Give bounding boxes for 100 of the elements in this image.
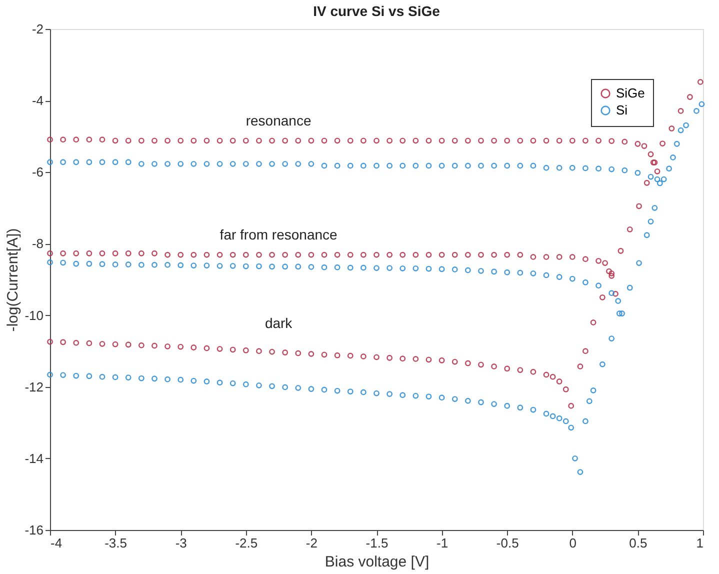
point bbox=[517, 138, 524, 144]
point bbox=[530, 368, 536, 375]
point bbox=[334, 138, 340, 144]
annotation: far from resonance bbox=[220, 226, 338, 242]
point bbox=[347, 264, 354, 271]
point bbox=[386, 354, 393, 361]
point bbox=[242, 263, 249, 270]
point bbox=[360, 252, 366, 258]
point bbox=[60, 250, 66, 256]
point bbox=[73, 260, 80, 267]
point bbox=[386, 138, 393, 144]
point bbox=[73, 250, 80, 256]
point bbox=[491, 364, 497, 370]
point bbox=[634, 170, 641, 176]
x-tick-label: 1 bbox=[696, 536, 704, 550]
point bbox=[412, 356, 419, 362]
point bbox=[321, 162, 328, 169]
point bbox=[491, 252, 497, 258]
point bbox=[334, 252, 340, 258]
point bbox=[269, 138, 275, 144]
y-tick-label: -12 bbox=[24, 379, 44, 394]
point bbox=[478, 268, 484, 274]
point bbox=[622, 167, 628, 174]
y-tick-label: -4 bbox=[32, 93, 44, 108]
point bbox=[99, 261, 106, 268]
point bbox=[138, 160, 144, 167]
point bbox=[678, 108, 684, 114]
point bbox=[491, 162, 497, 169]
point bbox=[164, 262, 170, 268]
point bbox=[152, 250, 158, 256]
point bbox=[543, 272, 550, 278]
point bbox=[360, 138, 366, 144]
point bbox=[596, 282, 602, 289]
x-tick-label: -1.5 bbox=[366, 536, 388, 550]
point bbox=[138, 138, 144, 144]
point bbox=[308, 350, 314, 357]
point bbox=[599, 294, 606, 300]
point bbox=[125, 159, 132, 166]
point bbox=[622, 138, 628, 145]
point bbox=[641, 143, 648, 149]
point bbox=[626, 226, 633, 232]
point bbox=[438, 162, 445, 169]
point bbox=[360, 264, 366, 271]
point bbox=[582, 165, 588, 172]
point bbox=[295, 160, 302, 167]
point bbox=[282, 264, 288, 270]
point bbox=[577, 364, 584, 370]
point bbox=[125, 262, 132, 268]
point bbox=[374, 162, 380, 169]
point bbox=[112, 159, 118, 166]
point bbox=[530, 138, 536, 144]
point bbox=[517, 162, 524, 169]
point bbox=[204, 252, 210, 258]
point bbox=[504, 366, 510, 372]
point bbox=[426, 356, 432, 363]
point bbox=[308, 138, 314, 144]
y-tick-label: -16 bbox=[24, 522, 44, 538]
point bbox=[60, 339, 66, 346]
point bbox=[230, 138, 236, 144]
point bbox=[112, 341, 118, 348]
point bbox=[569, 164, 576, 171]
point bbox=[230, 160, 236, 167]
point bbox=[608, 272, 615, 279]
point bbox=[618, 248, 624, 254]
point bbox=[47, 259, 53, 266]
point bbox=[164, 160, 170, 167]
point bbox=[504, 162, 510, 169]
point bbox=[256, 263, 262, 270]
point bbox=[660, 176, 667, 182]
point bbox=[242, 160, 249, 167]
y-tick-label: -10 bbox=[24, 308, 44, 323]
point bbox=[152, 160, 158, 167]
point bbox=[282, 138, 288, 144]
point bbox=[615, 298, 622, 304]
point bbox=[596, 166, 602, 172]
point bbox=[269, 264, 275, 270]
point bbox=[464, 162, 471, 169]
point bbox=[178, 344, 184, 350]
point bbox=[190, 262, 197, 268]
x-tick-label: -3 bbox=[175, 536, 187, 550]
point bbox=[426, 266, 432, 272]
point bbox=[112, 250, 118, 256]
point bbox=[530, 162, 536, 169]
point bbox=[686, 94, 693, 100]
point bbox=[164, 138, 170, 144]
point bbox=[360, 354, 366, 360]
point bbox=[125, 342, 132, 348]
point bbox=[412, 265, 419, 272]
point bbox=[654, 176, 660, 182]
point bbox=[216, 262, 223, 269]
point bbox=[204, 345, 210, 352]
point bbox=[86, 260, 92, 267]
point bbox=[47, 338, 53, 345]
point bbox=[452, 138, 458, 144]
point bbox=[608, 270, 615, 276]
point bbox=[530, 270, 536, 276]
point bbox=[190, 138, 197, 144]
point bbox=[99, 340, 106, 347]
x-axis-title: Bias voltage [V] bbox=[324, 554, 430, 570]
point bbox=[204, 262, 210, 268]
